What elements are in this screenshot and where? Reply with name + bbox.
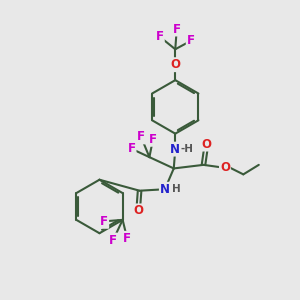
Text: O: O [170, 58, 180, 71]
Text: F: F [187, 34, 195, 47]
Text: F: F [109, 234, 117, 247]
Text: F: F [137, 130, 145, 143]
Text: -H: -H [180, 144, 193, 154]
Text: O: O [133, 204, 143, 218]
Text: O: O [220, 161, 230, 174]
Text: F: F [128, 142, 136, 155]
Text: F: F [173, 22, 181, 35]
Text: H: H [172, 184, 181, 194]
Text: O: O [202, 138, 212, 151]
Text: F: F [149, 133, 157, 146]
Text: N: N [170, 142, 180, 156]
Text: F: F [123, 232, 131, 245]
Text: F: F [100, 215, 108, 228]
Text: N: N [160, 183, 170, 196]
Text: F: F [156, 30, 164, 43]
